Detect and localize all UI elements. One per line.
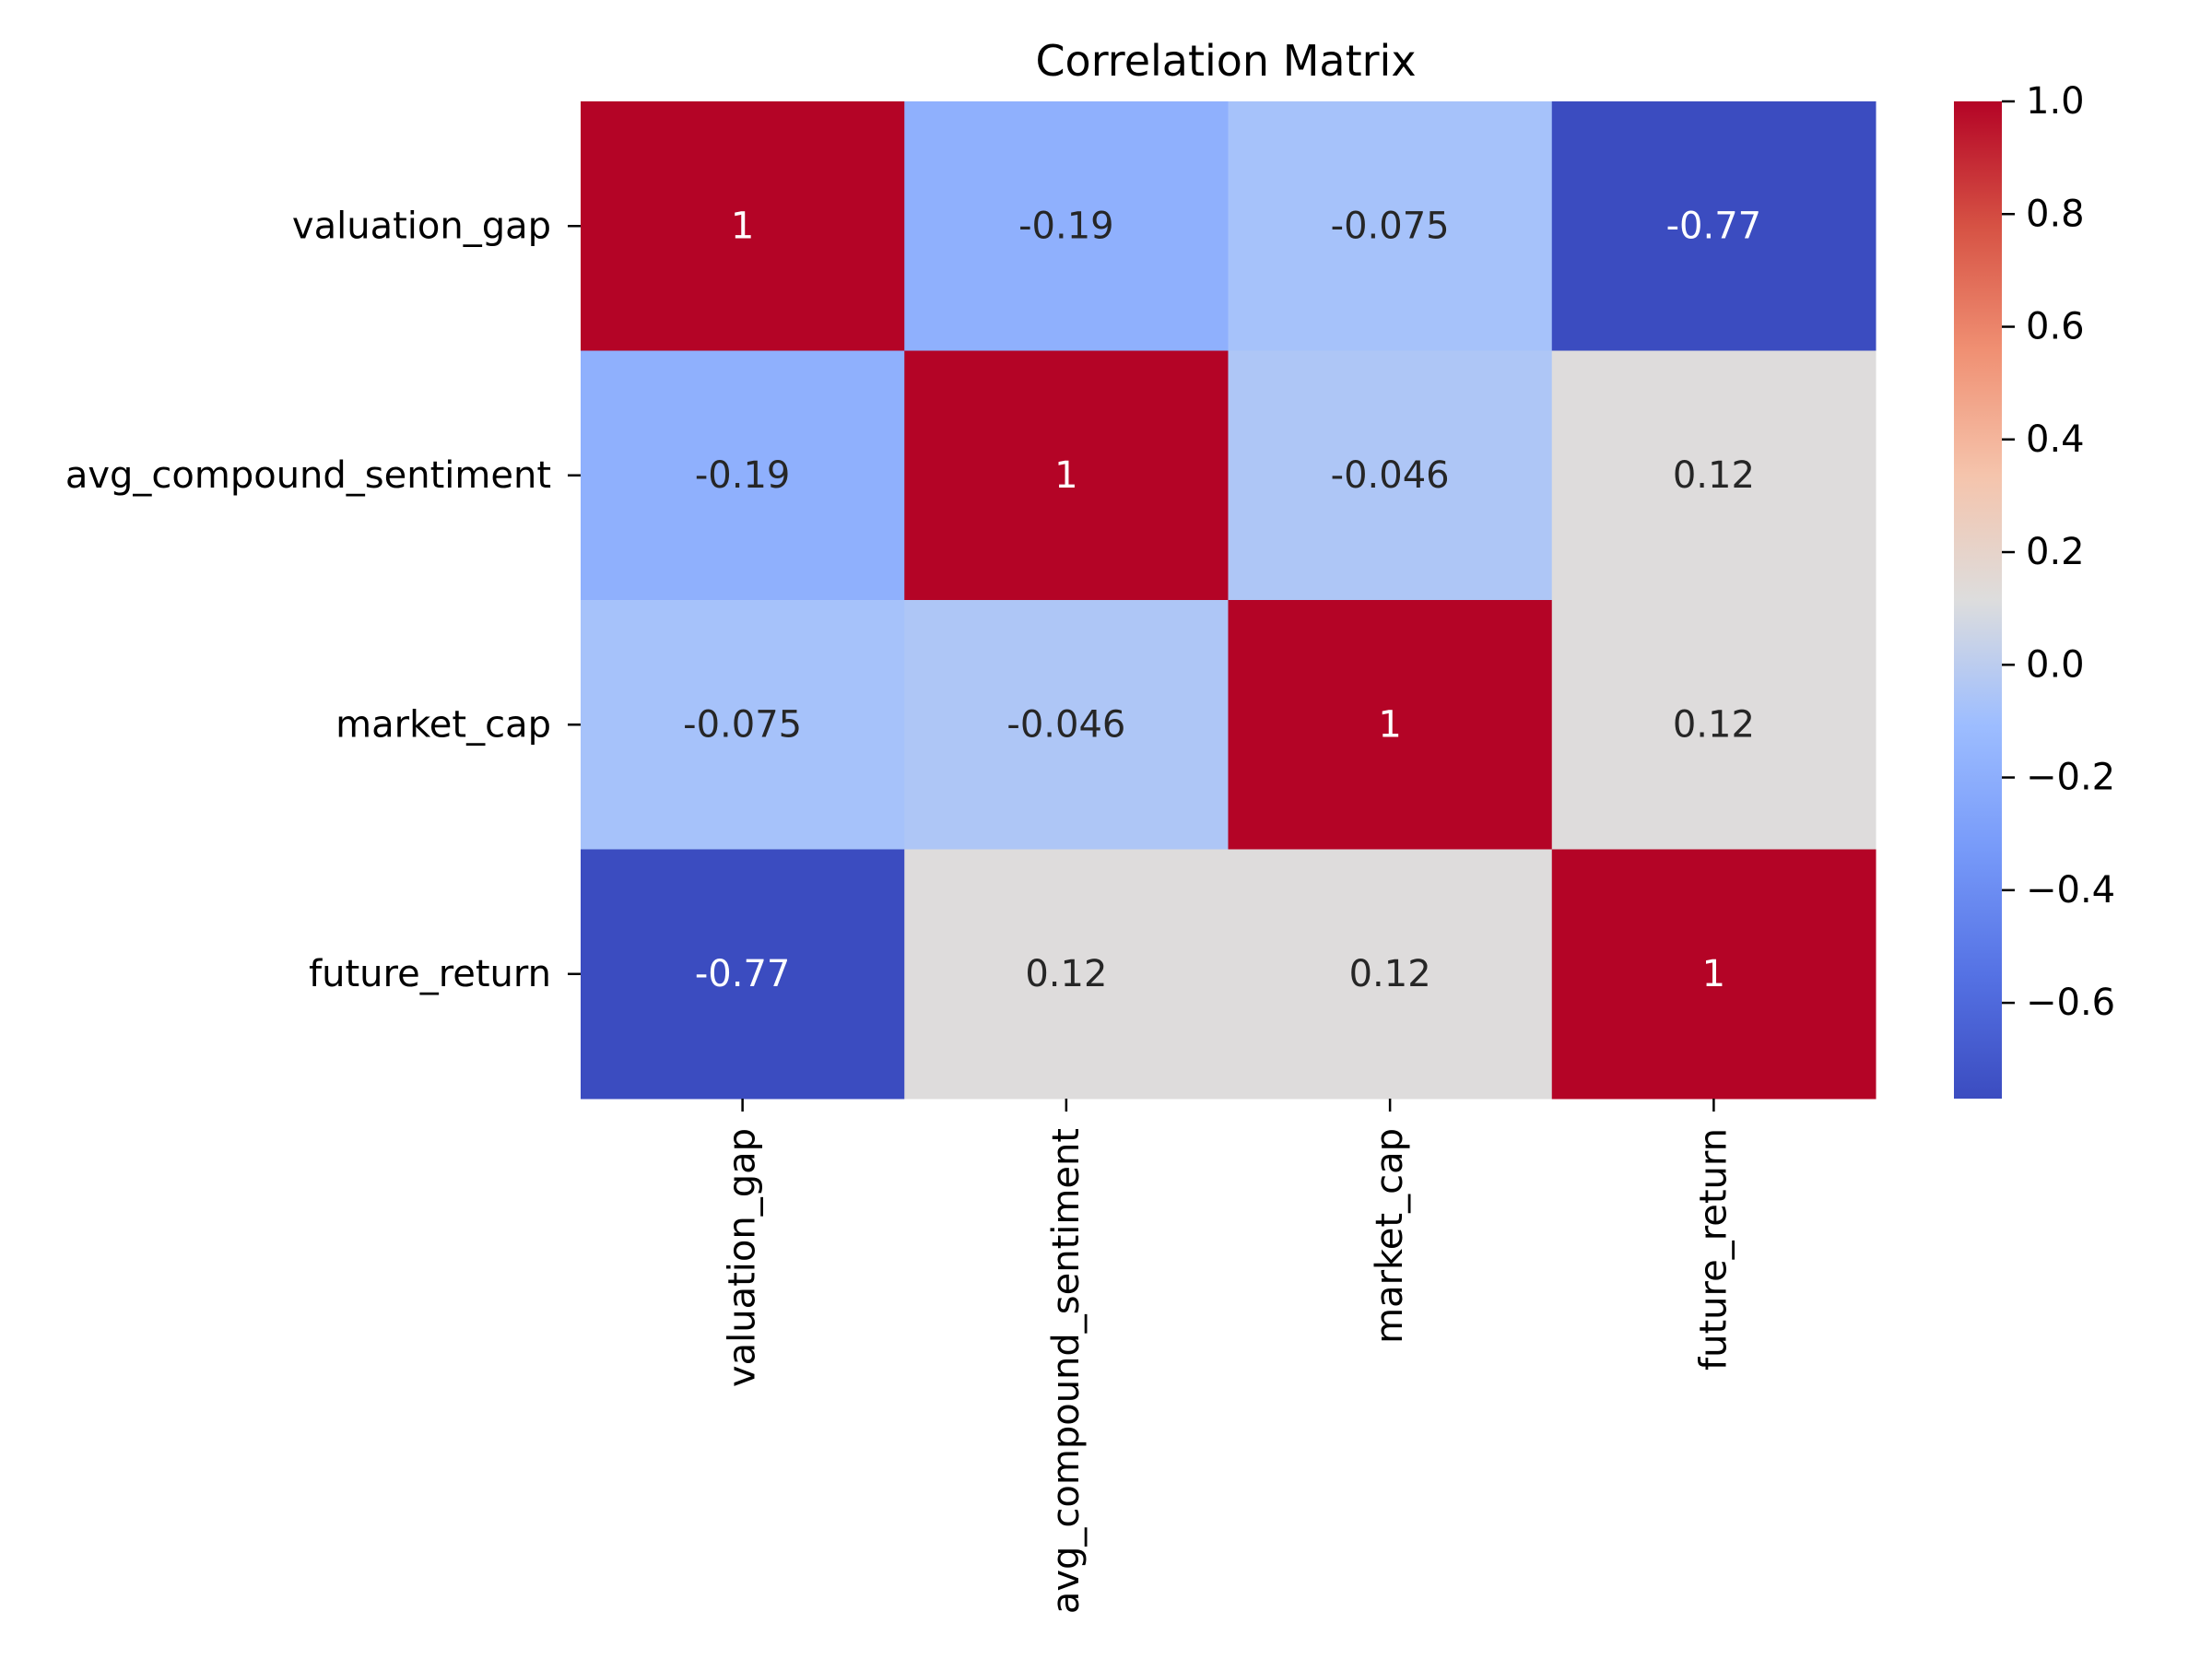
heatmap-cell <box>1551 350 1877 601</box>
cell-annotation: -0.075 <box>1331 205 1450 247</box>
cell-annotation: 1 <box>731 205 754 247</box>
heatmap-cell <box>581 849 905 1100</box>
colorbar-tick-label: 1.0 <box>2026 80 2085 123</box>
cell-annotation: 0.12 <box>1025 953 1107 995</box>
cell-annotation: 1 <box>1702 953 1725 995</box>
colorbar-tick-label: 0.6 <box>2026 306 2085 348</box>
heatmap-cell <box>904 350 1229 601</box>
heatmap-cell <box>904 101 1229 351</box>
cell-annotation: -0.77 <box>695 953 791 995</box>
cell-annotation: -0.046 <box>1006 703 1125 746</box>
heatmap-cell <box>581 101 905 351</box>
heatmap-cell <box>1551 101 1877 351</box>
heatmap-cells: 1 -0.19 -0.075 -0.77 -0.19 1 -0.046 0.12 -0.075 -… <box>581 101 1877 1100</box>
colorbar: 1.0 0.8 0.6 0.4 0.2 0.0 −0.2 −0.4 −0.6 <box>1954 80 2115 1099</box>
colorbar-tick-label: 0.2 <box>2026 531 2085 573</box>
y-tick-label: valuation_gap <box>292 205 551 247</box>
y-axis-tick-labels: valuation_gap avg_compound_sentimentmarke… <box>65 205 581 995</box>
heatmap-cell <box>1228 849 1553 1100</box>
heatmap-cell <box>581 350 905 601</box>
heatmap-cell <box>1228 101 1553 351</box>
y-tick-label: avg_compound_sentiment <box>65 454 551 497</box>
cell-annotation: 1 <box>1054 454 1077 497</box>
heatmap-cell <box>904 849 1229 1100</box>
y-tick-label: future_return <box>309 953 551 995</box>
heatmap-cell <box>581 600 905 850</box>
colorbar-tick-label: −0.6 <box>2026 982 2115 1024</box>
colorbar-tick-label: −0.2 <box>2026 757 2115 799</box>
colorbar-gradient <box>1954 101 2002 1099</box>
x-tick-label: future_return <box>1692 1128 1735 1371</box>
colorbar-tick-label: 0.4 <box>2026 418 2085 461</box>
cell-annotation: 1 <box>1378 703 1401 746</box>
heatmap-cell <box>1228 350 1553 601</box>
cell-annotation: 0.12 <box>1349 953 1431 995</box>
heatmap-cell <box>1228 600 1553 850</box>
x-axis-tick-labels: valuation_gap avg_compound_sentiment marke… <box>722 1099 1735 1614</box>
heatmap-cell <box>1551 600 1877 850</box>
cell-annotation: -0.19 <box>1018 205 1114 247</box>
y-tick-label: market_cap <box>335 703 551 746</box>
x-tick-label: valuation_gap <box>722 1128 764 1387</box>
x-tick-label: avg_compound_sentiment <box>1045 1128 1088 1614</box>
cell-annotation: -0.046 <box>1331 454 1450 497</box>
cell-annotation: -0.075 <box>683 703 802 746</box>
cell-annotation: 0.12 <box>1673 454 1755 497</box>
heatmap-cell <box>904 600 1229 850</box>
colorbar-tick-label: −0.4 <box>2026 869 2115 912</box>
x-tick-label: market_cap <box>1369 1128 1411 1344</box>
cell-annotation: -0.19 <box>695 454 791 497</box>
colorbar-tick-label: 0.0 <box>2026 643 2085 686</box>
cell-annotation: -0.77 <box>1666 205 1762 247</box>
heatmap-cell <box>1551 849 1877 1100</box>
colorbar-tick-label: 0.8 <box>2026 193 2085 235</box>
cell-annotation: 0.12 <box>1673 703 1755 746</box>
chart-title: Correlation Matrix <box>1035 36 1416 86</box>
